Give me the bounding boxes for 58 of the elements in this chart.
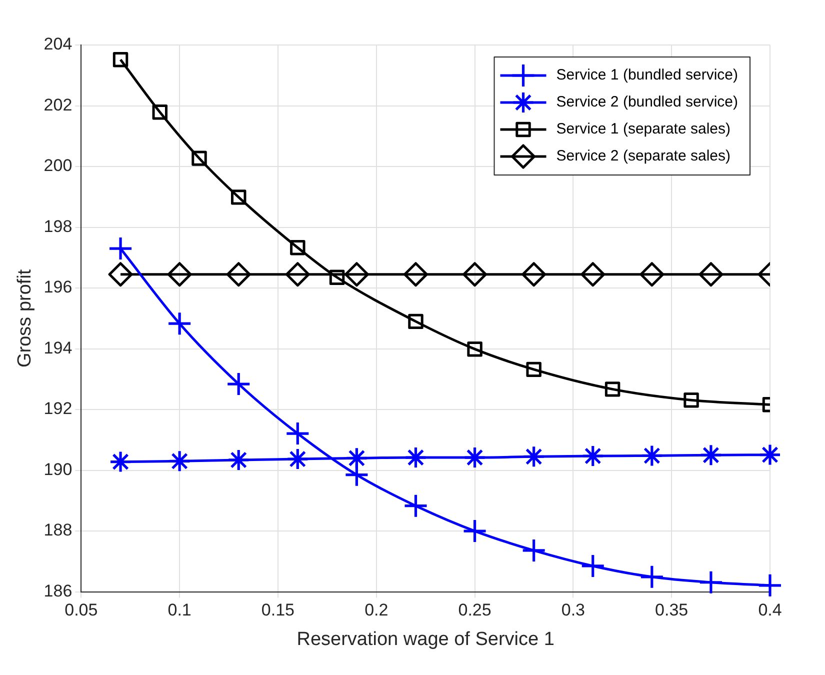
point	[167, 262, 192, 287]
x-tick-label: 0.25	[458, 600, 492, 620]
legend-label: Service 2 (separate sales)	[556, 148, 730, 165]
point	[640, 566, 663, 588]
point	[604, 382, 620, 397]
point	[285, 262, 310, 287]
point	[526, 362, 542, 378]
x-tick-label: 0.2	[364, 600, 388, 620]
x-tick-label: 0.1	[168, 600, 192, 620]
y-tick-label: 186	[44, 581, 72, 600]
point	[640, 262, 664, 287]
point	[231, 190, 246, 205]
point	[329, 270, 345, 286]
point	[580, 262, 606, 287]
x-axis-title: Reservation wage of Service 1	[296, 628, 554, 650]
point	[408, 314, 424, 330]
point	[112, 52, 128, 68]
point	[226, 262, 251, 287]
point	[684, 392, 699, 408]
y-tick-label: 202	[44, 95, 72, 114]
point	[108, 262, 133, 287]
y-tick-label: 194	[44, 338, 72, 358]
y-tick-label: 200	[44, 156, 72, 176]
x-tick-label: 0.35	[655, 600, 688, 620]
point	[462, 262, 488, 287]
point	[152, 104, 168, 120]
point	[759, 574, 781, 596]
point	[700, 571, 722, 594]
point	[290, 240, 306, 256]
point	[110, 238, 132, 260]
point	[582, 554, 604, 577]
y-tick-label: 192	[44, 399, 72, 418]
legend-label: Service 2 (bundled service)	[556, 94, 738, 111]
point	[346, 464, 368, 486]
y-tick-label: 198	[44, 216, 72, 236]
point	[404, 494, 427, 517]
x-tick-label: 0.4	[758, 600, 782, 620]
x-tick-label: 0.3	[561, 600, 586, 620]
point	[698, 262, 724, 287]
point	[192, 150, 207, 166]
y-tick-label: 188	[44, 520, 72, 540]
y-axis-title: Gross profit	[14, 268, 36, 368]
point	[228, 373, 250, 396]
y-tick-label: 196	[44, 278, 72, 297]
x-tick-label: 0.05	[64, 600, 98, 620]
point	[168, 312, 191, 335]
point	[522, 539, 545, 562]
y-tick-label: 190	[44, 460, 72, 479]
legend-label: Service 1 (bundled service)	[556, 66, 738, 84]
point	[522, 262, 546, 287]
point	[344, 262, 369, 287]
point	[467, 341, 482, 357]
legend-label: Service 1 (separate sales)	[556, 120, 730, 138]
point	[464, 520, 486, 542]
point	[286, 422, 309, 445]
y-tick-label: 204	[44, 34, 72, 54]
point	[403, 262, 428, 287]
x-tick-label: 0.15	[261, 600, 295, 620]
